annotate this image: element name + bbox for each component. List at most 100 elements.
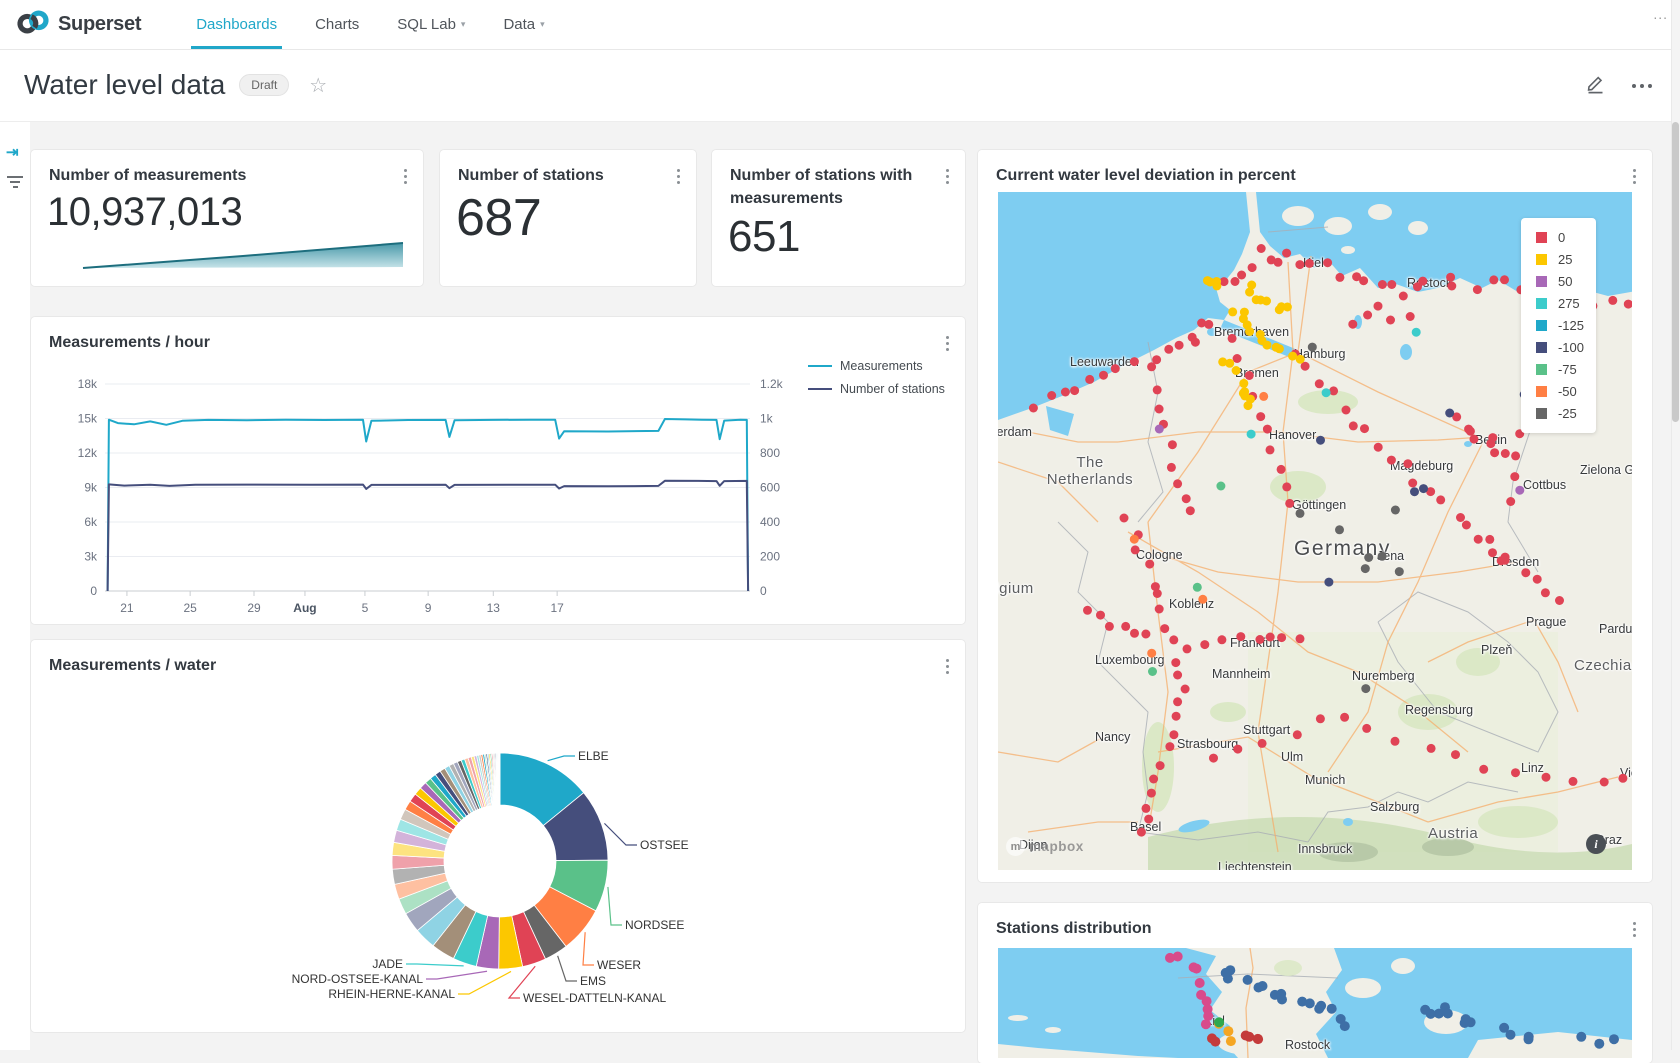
- svg-text:1k: 1k: [760, 412, 774, 426]
- legend-item[interactable]: Measurements: [808, 359, 945, 373]
- chart-menu-icon[interactable]: [942, 164, 954, 189]
- svg-text:NORDSEE: NORDSEE: [625, 918, 684, 932]
- svg-text:9: 9: [425, 601, 432, 615]
- chart-title: Current water level deviation in percent: [996, 167, 1296, 184]
- svg-text:NORD-OSTSEE-KANAL: NORD-OSTSEE-KANAL: [292, 972, 424, 986]
- map-info-icon[interactable]: i: [1586, 834, 1606, 854]
- map-legend-item[interactable]: -125: [1535, 318, 1584, 333]
- vertical-scrollbar[interactable]: [1671, 0, 1680, 1050]
- chart-title: Measurements / hour: [49, 334, 210, 351]
- line-chart[interactable]: 0 0 3k 200 6k 400 9k 600 12k 800 15k 1k 18k 1.2k 21 25 2…: [31, 317, 965, 624]
- map-legend-item[interactable]: 25: [1535, 252, 1584, 267]
- svg-text:5: 5: [362, 601, 369, 615]
- chart-menu-icon[interactable]: [942, 654, 954, 679]
- svg-text:0: 0: [760, 584, 767, 598]
- card-stations-with-measurements: Number of stations with measurements 651: [712, 150, 965, 286]
- big-number-value: 10,937,013: [47, 190, 243, 234]
- svg-text:ELBE: ELBE: [578, 749, 609, 763]
- svg-text:18k: 18k: [78, 377, 98, 391]
- map-legend: 0 25 50 275 -125 -100 -75 -50 -25: [1520, 218, 1596, 433]
- navbar: Superset Dashboards Charts SQL Lab ▾ Data ▾ .…: [0, 0, 1680, 50]
- svg-text:15k: 15k: [78, 412, 98, 426]
- nav-item-data[interactable]: Data ▾: [503, 16, 545, 33]
- svg-text:EMS: EMS: [580, 974, 606, 988]
- card-water-level-deviation-map: Current water level deviation in percent: [978, 150, 1652, 882]
- svg-text:OSTSEE: OSTSEE: [640, 838, 689, 852]
- big-number-value: 651: [728, 212, 800, 261]
- svg-text:3k: 3k: [84, 550, 98, 564]
- card-number-of-stations: Number of stations 687: [440, 150, 696, 286]
- chevron-down-icon: ▾: [460, 19, 466, 29]
- filter-icon[interactable]: [7, 173, 23, 191]
- filter-bar-collapsed: ⇥: [0, 121, 30, 1050]
- map-legend-item[interactable]: 50: [1535, 274, 1584, 289]
- big-number-value: 687: [456, 189, 542, 247]
- mapbox-attribution[interactable]: m mapbox: [1006, 837, 1084, 856]
- svg-text:9k: 9k: [84, 481, 98, 495]
- chart-title: Measurements / water: [49, 657, 217, 674]
- svg-text:13: 13: [487, 601, 501, 615]
- chart-menu-icon[interactable]: [1629, 917, 1641, 942]
- navbar-overflow-icon[interactable]: ...: [1653, 6, 1668, 22]
- header-menu-icon[interactable]: [1632, 84, 1652, 88]
- svg-text:600: 600: [760, 481, 780, 495]
- card-measurements-per-water: Measurements / water ELBE OSTSEE NORDSEE WE…: [31, 640, 965, 1032]
- chart-title: Number of stations: [458, 167, 604, 184]
- svg-text:WESEL-DATTELN-KANAL: WESEL-DATTELN-KANAL: [523, 991, 666, 1005]
- edit-pencil-icon[interactable]: [1585, 73, 1606, 99]
- map-legend-item[interactable]: 275: [1535, 296, 1584, 311]
- map-legend-item[interactable]: -50: [1535, 384, 1584, 399]
- svg-text:17: 17: [550, 601, 564, 615]
- chart-menu-icon[interactable]: [673, 164, 685, 189]
- card-number-of-measurements: Number of measurements 10,937,013: [31, 150, 423, 286]
- svg-text:21: 21: [120, 601, 134, 615]
- status-badge: Draft: [239, 74, 290, 96]
- svg-text:JADE: JADE: [372, 957, 403, 971]
- svg-text:6k: 6k: [84, 515, 98, 529]
- svg-text:29: 29: [247, 601, 261, 615]
- brand-name: Superset: [58, 13, 142, 35]
- stations-map[interactable]: Kiel Rostock: [998, 948, 1632, 1058]
- favorite-star-icon[interactable]: ☆: [309, 74, 328, 97]
- nav-item-dashboards[interactable]: Dashboards: [177, 0, 296, 49]
- chart-title: Stations distribution: [996, 920, 1152, 937]
- svg-text:RHEIN-HERNE-KANAL: RHEIN-HERNE-KANAL: [328, 987, 455, 1001]
- chart-title: Number of measurements: [49, 167, 247, 184]
- chart-title: Number of stations with measurements: [730, 167, 913, 207]
- chart-menu-icon[interactable]: [400, 164, 412, 189]
- legend-item[interactable]: Number of stations: [808, 382, 945, 396]
- chart-menu-icon[interactable]: [942, 331, 954, 356]
- expand-filters-icon[interactable]: ⇥: [6, 144, 19, 161]
- scrollbar-thumb[interactable]: [1672, 122, 1679, 422]
- nav-item-charts[interactable]: Charts: [315, 16, 360, 33]
- superset-infinity-icon: [14, 7, 52, 42]
- map-base-layer: [998, 192, 1632, 870]
- app-logo[interactable]: Superset: [14, 7, 141, 42]
- chart-menu-icon[interactable]: [1629, 164, 1641, 189]
- svg-text:400: 400: [760, 515, 780, 529]
- svg-text:WESER: WESER: [597, 958, 641, 972]
- donut-chart[interactable]: ELBE OSTSEE NORDSEE WESER EMS WESEL-DATTELN-K…: [31, 680, 965, 1032]
- trend-sparkline: [82, 242, 404, 269]
- mapbox-logo-icon: m: [1006, 837, 1025, 856]
- nav-item-sql-lab[interactable]: SQL Lab ▾: [397, 16, 466, 33]
- dashboard-header: Water level data Draft ☆: [0, 49, 1680, 122]
- svg-text:25: 25: [183, 601, 197, 615]
- svg-text:Aug: Aug: [293, 601, 316, 615]
- card-stations-distribution: Stations distribution Kiel Rostock: [978, 903, 1652, 1063]
- svg-text:12k: 12k: [78, 446, 98, 460]
- map-legend-item[interactable]: -25: [1535, 406, 1584, 421]
- deviation-map[interactable]: Kiel Rostock Bremerhaven Leeuwarden Hamburg B…: [998, 192, 1632, 870]
- nav-items: Dashboards Charts SQL Lab ▾ Data ▾: [177, 0, 563, 49]
- svg-text:0: 0: [90, 584, 97, 598]
- card-measurements-per-hour: Measurements / hour 0 0 3k 200 6k 400 9k 600 12k…: [31, 317, 965, 624]
- svg-text:200: 200: [760, 550, 780, 564]
- line-chart-legend: Measurements Number of stations: [808, 359, 945, 396]
- svg-text:1.2k: 1.2k: [760, 377, 784, 391]
- map-legend-item[interactable]: -100: [1535, 340, 1584, 355]
- map-base-layer: [998, 948, 1632, 1058]
- map-legend-item[interactable]: -75: [1535, 362, 1584, 377]
- chevron-down-icon: ▾: [540, 19, 545, 29]
- map-legend-item[interactable]: 0: [1535, 230, 1584, 245]
- svg-text:800: 800: [760, 446, 780, 460]
